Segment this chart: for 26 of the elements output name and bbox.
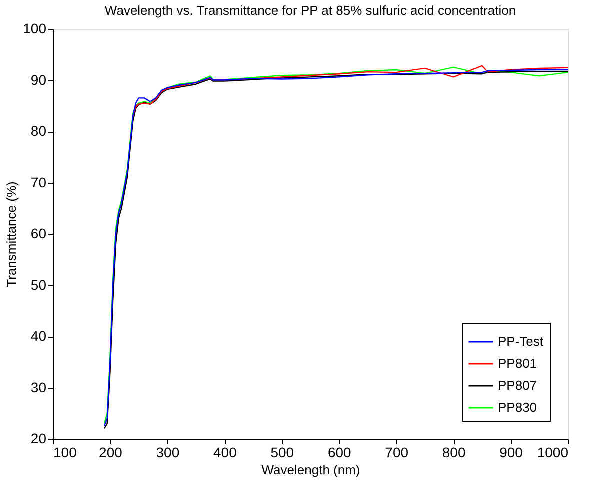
- x-tick-label: 200: [99, 444, 123, 460]
- x-axis-title: Wavelength (nm): [262, 462, 360, 478]
- x-tick-label: 700: [385, 444, 409, 460]
- y-tick-label: 30: [30, 379, 47, 396]
- y-tick-label: 20: [30, 430, 47, 446]
- x-tick-label: 100: [54, 444, 78, 460]
- x-tick-label: 300: [156, 444, 180, 460]
- legend-label: PP801: [498, 356, 538, 371]
- y-axis-title: Transmittance (%): [4, 182, 20, 288]
- y-tick-label: 100: [23, 20, 47, 36]
- x-tick-label: 600: [328, 444, 352, 460]
- y-tick-label: 90: [30, 72, 47, 88]
- x-tick-label: 1000: [537, 444, 569, 460]
- y-tick-label: 80: [30, 123, 47, 139]
- y-tick-label: 40: [30, 328, 47, 344]
- x-tick-label: 400: [213, 444, 238, 460]
- legend-label: PP-Test: [498, 334, 544, 349]
- y-tick-label: 60: [30, 226, 47, 242]
- legend-label: PP830: [498, 400, 538, 415]
- legend-label: PP807: [498, 378, 538, 393]
- y-tick-label: 50: [30, 276, 47, 293]
- x-tick-label: 800: [442, 444, 466, 460]
- y-tick-label: 70: [30, 174, 47, 190]
- chart-title: Wavelength vs. Transmittance for PP at 85% sulfuric acid concentration: [104, 3, 516, 18]
- x-tick-label: 900: [500, 444, 524, 460]
- x-tick-label: 500: [270, 444, 294, 460]
